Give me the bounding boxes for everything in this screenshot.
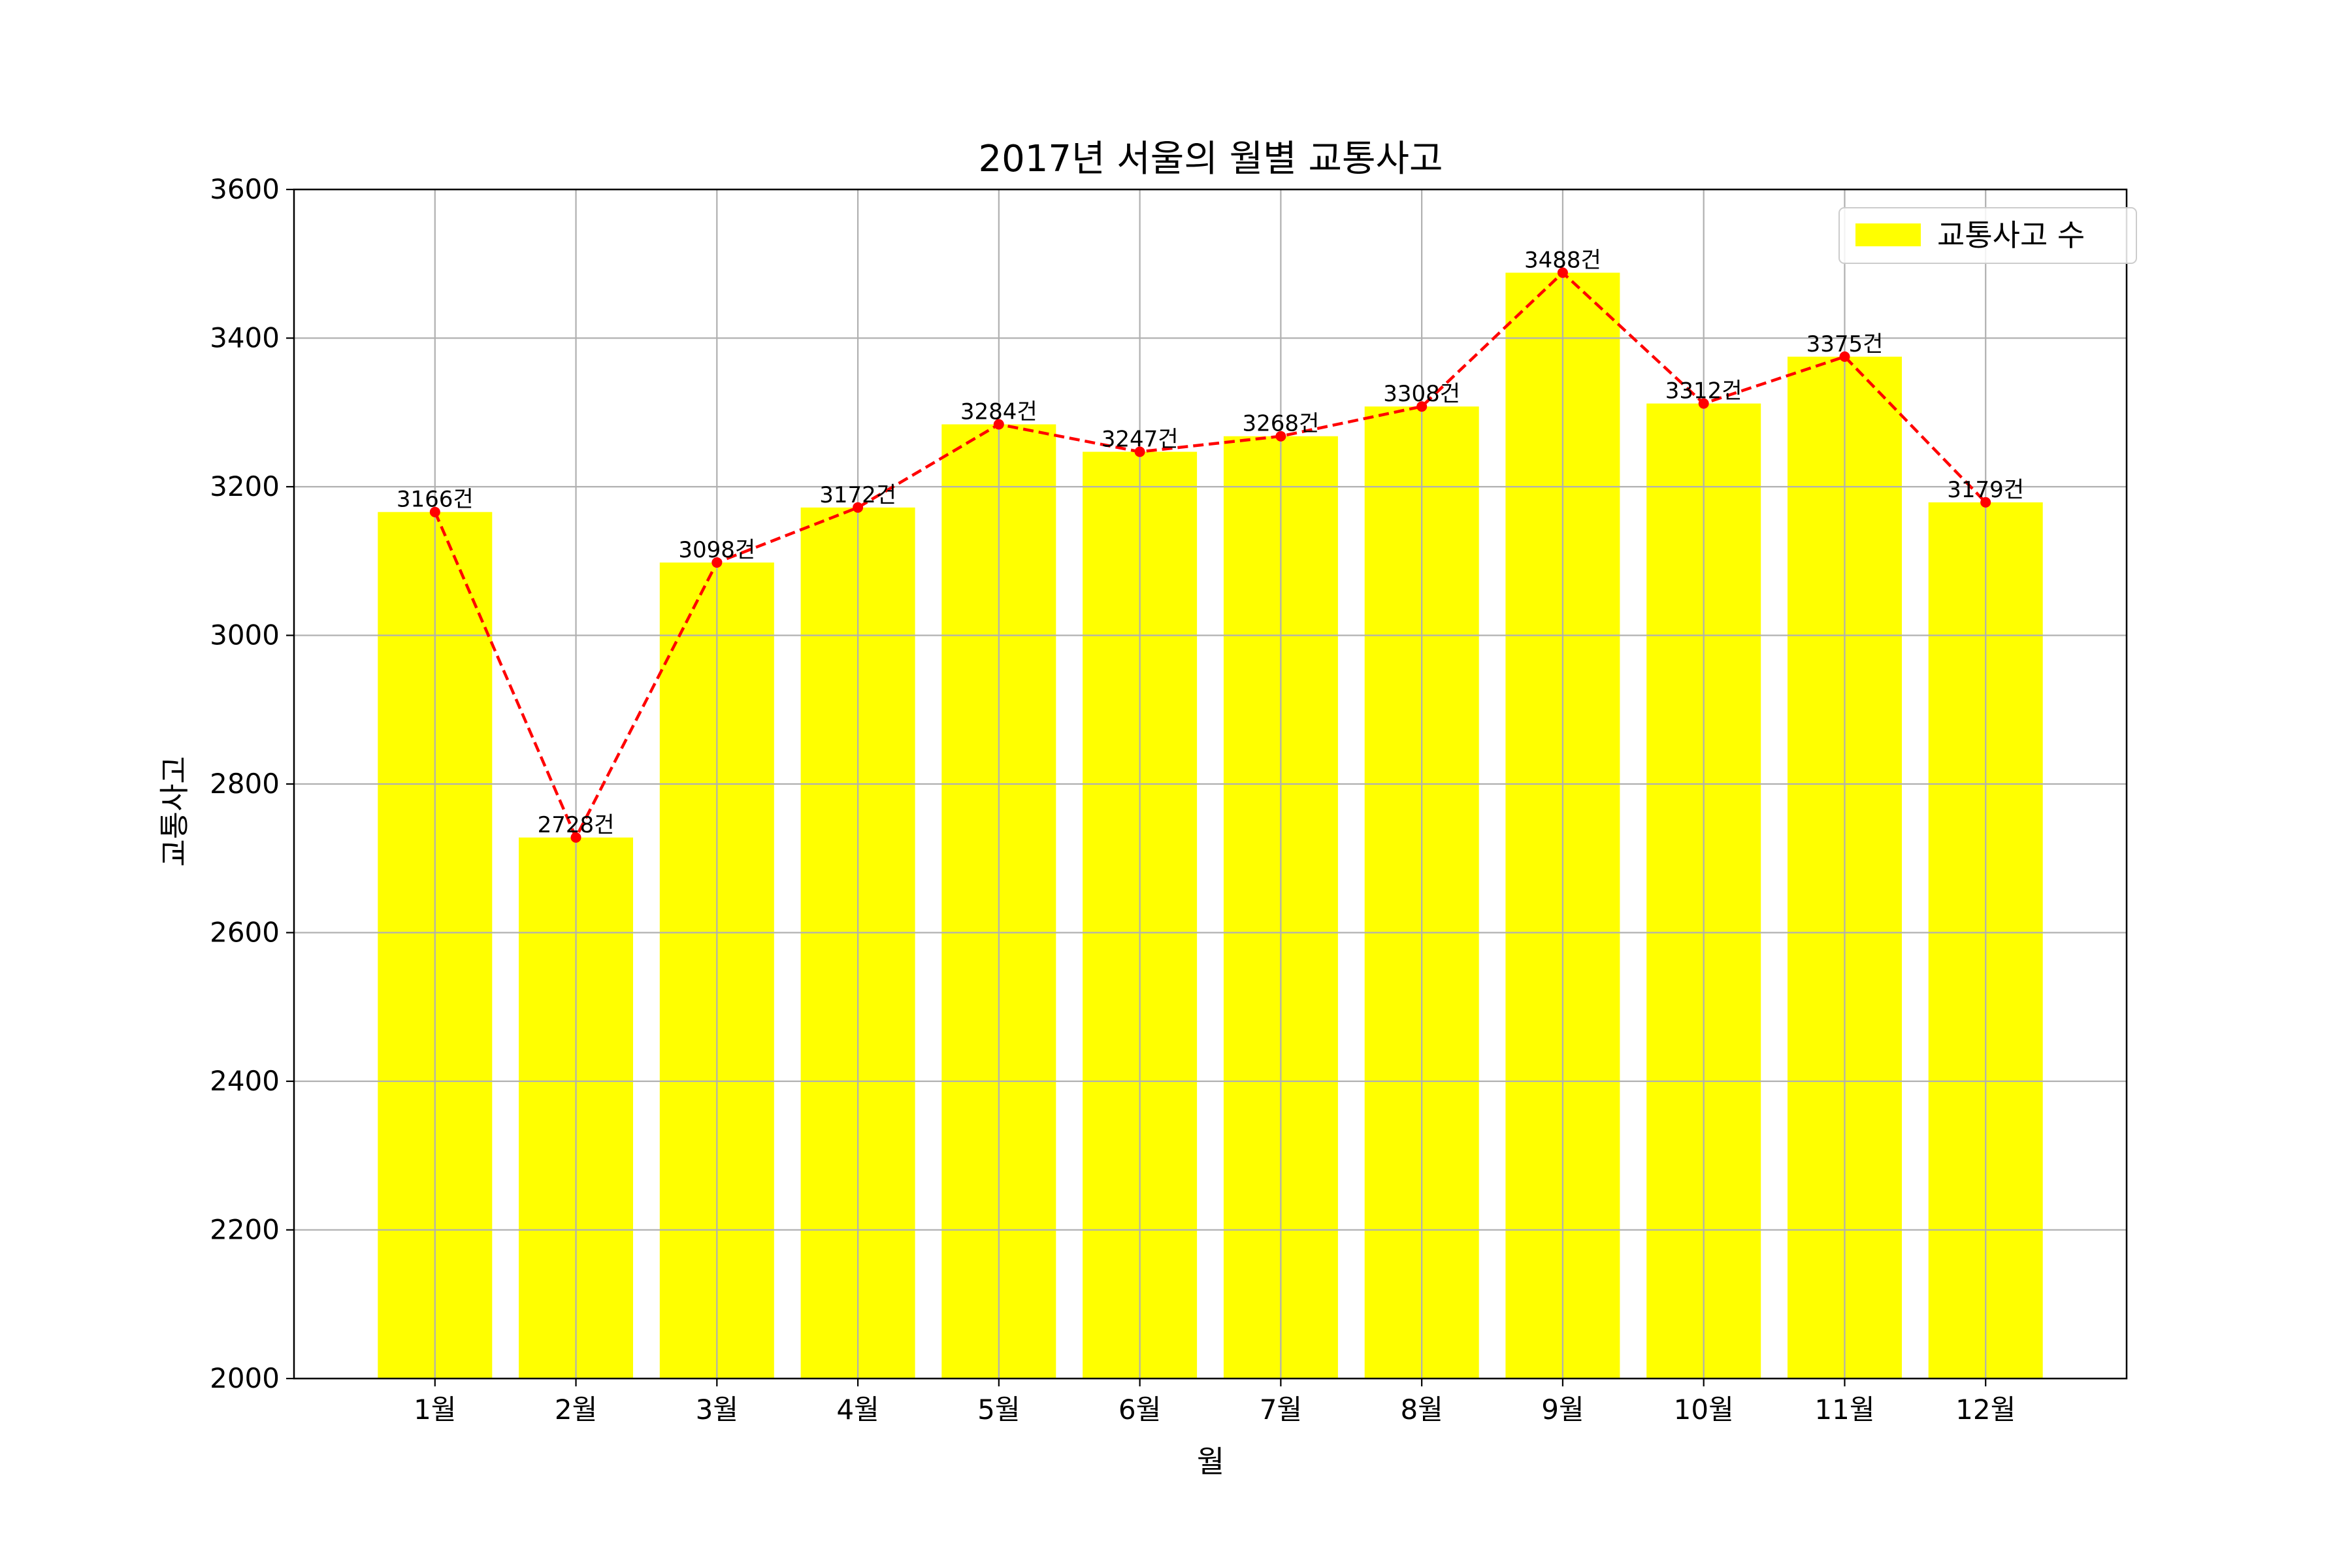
legend-frame	[1838, 207, 2137, 264]
y-tick-label-5: 2800	[210, 768, 280, 800]
x-tick-label-2: 2월	[555, 1394, 597, 1426]
data-label-4: 3172건	[819, 482, 896, 508]
y-tick-label-8: 3400	[210, 322, 280, 354]
chart-title: 2017년 서울의 월별 교통사고	[978, 138, 1443, 180]
data-label-9: 3488건	[1524, 247, 1601, 273]
x-axis-label: 월	[1197, 1444, 1224, 1479]
data-label-3: 3098건	[678, 537, 755, 563]
x-tick-label-9: 9월	[1541, 1394, 1584, 1426]
legend: 교통사고 수	[1838, 207, 2137, 264]
line-layer	[429, 267, 1991, 843]
data-label-12: 3179건	[1947, 477, 2024, 503]
data-label-2: 2728건	[538, 812, 615, 838]
x-tick-label-11: 11월	[1814, 1394, 1874, 1426]
data-label-11: 3375건	[1806, 331, 1884, 357]
y-tick-label-7: 3200	[210, 470, 280, 502]
y-tick-label-1: 2000	[210, 1362, 280, 1394]
data-label-10: 3312건	[1665, 378, 1742, 404]
trend-line	[433, 270, 1987, 841]
trend-point-2	[570, 832, 581, 843]
legend-label: 교통사고 수	[1937, 218, 2085, 253]
trend-point-5	[993, 419, 1004, 430]
trend-point-1	[429, 506, 440, 517]
x-tick-label-4: 4월	[836, 1394, 879, 1426]
trend-point-11	[1839, 351, 1850, 362]
y-tick-label-9: 3600	[210, 173, 280, 205]
y-tick-label-2: 2200	[210, 1214, 280, 1246]
data-label-8: 3308건	[1383, 381, 1460, 407]
x-tick-label-7: 7월	[1260, 1394, 1302, 1426]
y-tick-label-3: 2400	[210, 1065, 280, 1097]
data-label-6: 3247건	[1102, 427, 1179, 453]
trend-point-12	[1980, 497, 1991, 508]
data-label-5: 3284건	[960, 399, 1037, 425]
trend-point-6	[1134, 446, 1145, 457]
y-tick-label-6: 3000	[210, 619, 280, 651]
x-tick-label-6: 6월	[1119, 1394, 1161, 1426]
x-tick-label-12: 12월	[1955, 1394, 2016, 1426]
data-label-1: 3166건	[397, 487, 474, 513]
y-axis-label: 교통사고	[157, 756, 192, 866]
x-tick-label-8: 8월	[1400, 1394, 1443, 1426]
trend-point-10	[1698, 398, 1709, 409]
x-tick-label-3: 3월	[696, 1394, 738, 1426]
legend-swatch	[1855, 223, 1921, 246]
data-label-7: 3268건	[1242, 411, 1319, 437]
trend-point-4	[853, 502, 864, 513]
x-tick-label-10: 10월	[1674, 1394, 1734, 1426]
data-label-layer: 3166건 2728건 3098건 3172건 3284건 3247건 3268건 3308건…	[397, 247, 2024, 838]
x-tick-label-5: 5월	[977, 1394, 1020, 1426]
tick-layer: 2000 2200 2400 2600 2800 3000 3200 3400 3600 1월 2월…	[210, 173, 2016, 1426]
trend-point-7	[1275, 431, 1286, 442]
x-tick-label-1: 1월	[414, 1394, 456, 1426]
trend-point-9	[1557, 267, 1568, 278]
trend-point-3	[711, 557, 723, 568]
trend-point-8	[1416, 401, 1428, 412]
y-tick-label-4: 2600	[210, 917, 280, 949]
